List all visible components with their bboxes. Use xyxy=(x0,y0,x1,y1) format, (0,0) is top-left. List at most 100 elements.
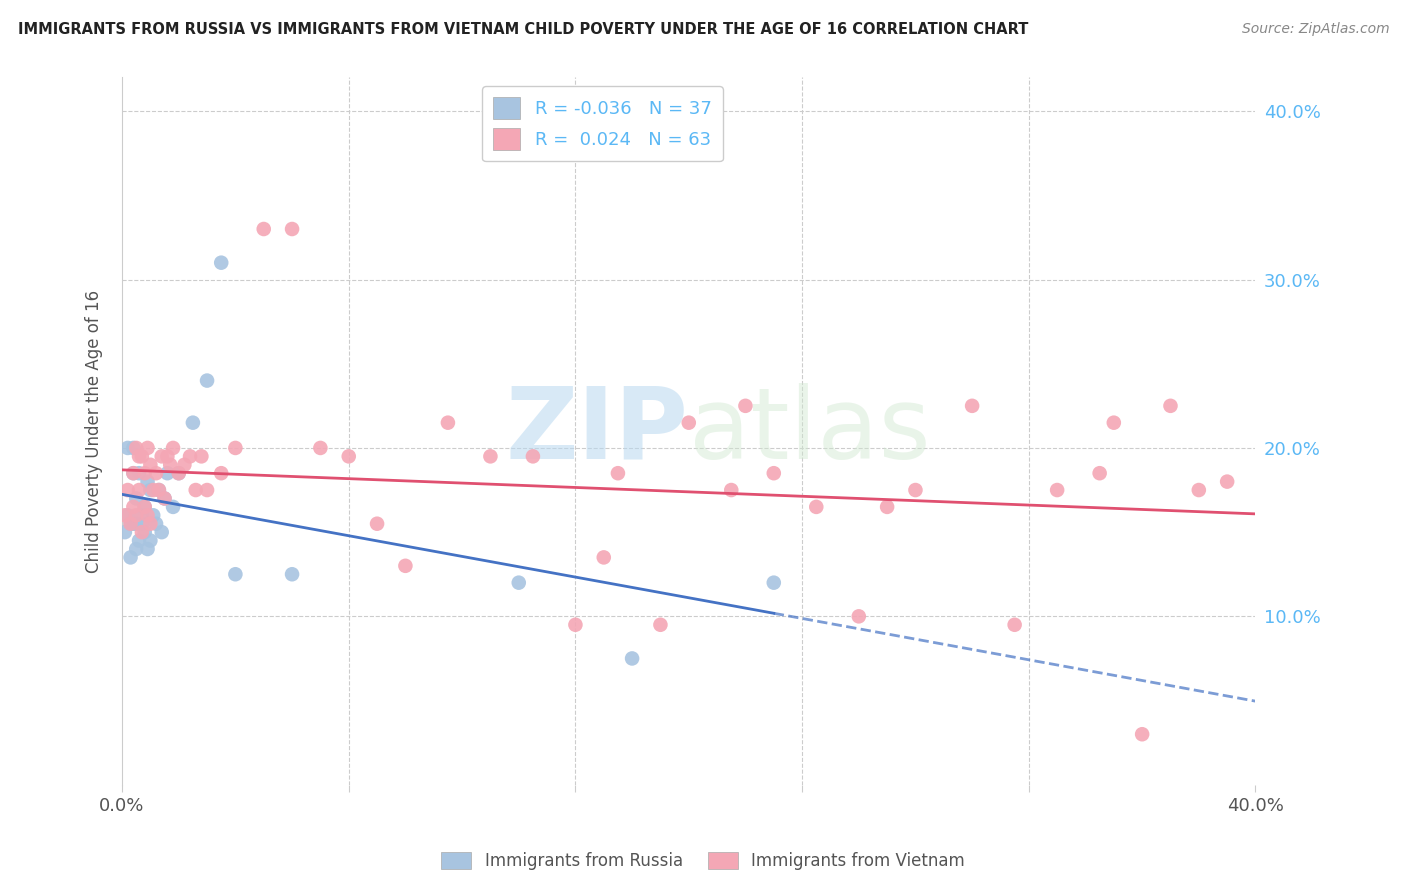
Point xyxy=(122,516,145,531)
Point xyxy=(122,441,145,455)
Point xyxy=(136,541,159,556)
Point xyxy=(762,466,785,480)
Point xyxy=(508,575,530,590)
Point xyxy=(720,483,742,497)
Point xyxy=(139,516,162,531)
Text: atlas: atlas xyxy=(689,383,931,480)
Point xyxy=(564,617,586,632)
Point xyxy=(190,450,212,464)
Point xyxy=(114,508,136,523)
Point xyxy=(848,609,870,624)
Point xyxy=(678,416,700,430)
Point xyxy=(522,450,544,464)
Point xyxy=(148,483,170,497)
Point xyxy=(1046,483,1069,497)
Point xyxy=(142,483,165,497)
Point xyxy=(179,450,201,464)
Point xyxy=(224,567,246,582)
Point xyxy=(394,558,416,573)
Point xyxy=(184,483,207,497)
Point xyxy=(153,491,176,506)
Point xyxy=(162,500,184,514)
Point xyxy=(131,450,153,464)
Point xyxy=(181,416,204,430)
Legend: Immigrants from Russia, Immigrants from Vietnam: Immigrants from Russia, Immigrants from … xyxy=(434,845,972,877)
Point xyxy=(337,450,360,464)
Point xyxy=(150,450,173,464)
Point xyxy=(125,491,148,506)
Point xyxy=(209,466,232,480)
Point xyxy=(224,441,246,455)
Point xyxy=(131,508,153,523)
Point xyxy=(134,525,156,540)
Point xyxy=(122,466,145,480)
Point xyxy=(131,525,153,540)
Point xyxy=(762,575,785,590)
Point xyxy=(134,500,156,514)
Point xyxy=(167,466,190,480)
Y-axis label: Child Poverty Under the Age of 16: Child Poverty Under the Age of 16 xyxy=(86,290,103,573)
Point xyxy=(142,508,165,523)
Point xyxy=(128,450,150,464)
Point xyxy=(592,550,614,565)
Legend: R = -0.036   N = 37, R =  0.024   N = 63: R = -0.036 N = 37, R = 0.024 N = 63 xyxy=(482,87,723,161)
Point xyxy=(960,399,983,413)
Point xyxy=(1159,399,1181,413)
Point xyxy=(139,533,162,548)
Point xyxy=(734,399,756,413)
Point xyxy=(120,550,142,565)
Point xyxy=(117,483,139,497)
Point xyxy=(122,500,145,514)
Point xyxy=(117,508,139,523)
Point xyxy=(173,458,195,472)
Point xyxy=(136,441,159,455)
Point xyxy=(139,458,162,472)
Point xyxy=(139,483,162,497)
Point xyxy=(125,441,148,455)
Point xyxy=(209,255,232,269)
Point xyxy=(136,508,159,523)
Point xyxy=(1088,466,1111,480)
Point xyxy=(114,525,136,540)
Point xyxy=(120,516,142,531)
Point xyxy=(650,617,672,632)
Point xyxy=(904,483,927,497)
Point xyxy=(281,567,304,582)
Point xyxy=(281,222,304,236)
Point xyxy=(309,441,332,455)
Point xyxy=(128,483,150,497)
Point xyxy=(1188,483,1211,497)
Point xyxy=(128,466,150,480)
Point xyxy=(134,466,156,480)
Point xyxy=(1130,727,1153,741)
Point xyxy=(366,516,388,531)
Point xyxy=(150,525,173,540)
Point xyxy=(125,516,148,531)
Point xyxy=(1102,416,1125,430)
Point xyxy=(1004,617,1026,632)
Point xyxy=(1216,475,1239,489)
Point xyxy=(117,441,139,455)
Point xyxy=(806,500,828,514)
Point xyxy=(437,416,460,430)
Point xyxy=(148,483,170,497)
Point xyxy=(159,458,181,472)
Point xyxy=(479,450,502,464)
Point xyxy=(621,651,644,665)
Point xyxy=(145,466,167,480)
Point xyxy=(131,516,153,531)
Point xyxy=(195,374,218,388)
Point xyxy=(125,541,148,556)
Point xyxy=(125,508,148,523)
Point xyxy=(122,466,145,480)
Point xyxy=(134,500,156,514)
Point xyxy=(156,450,179,464)
Point xyxy=(253,222,276,236)
Point xyxy=(120,516,142,531)
Point xyxy=(167,466,190,480)
Point xyxy=(128,533,150,548)
Text: IMMIGRANTS FROM RUSSIA VS IMMIGRANTS FROM VIETNAM CHILD POVERTY UNDER THE AGE OF: IMMIGRANTS FROM RUSSIA VS IMMIGRANTS FRO… xyxy=(18,22,1029,37)
Point xyxy=(136,475,159,489)
Point xyxy=(145,516,167,531)
Point xyxy=(606,466,628,480)
